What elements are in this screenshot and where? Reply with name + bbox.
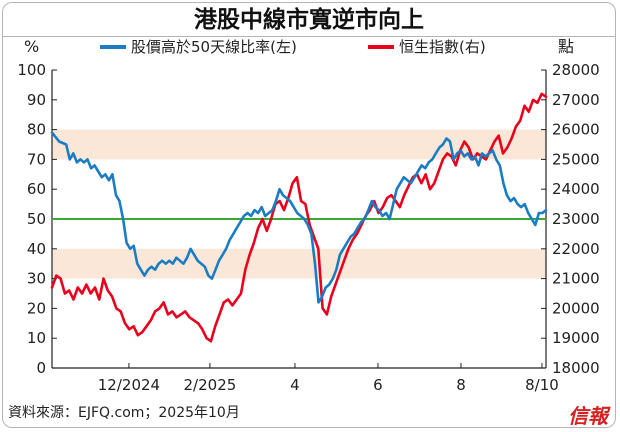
right-tick-label: 23000 <box>552 210 600 228</box>
chart-frame: 港股中線市寬逆市向上 <box>2 2 616 428</box>
x-tick-label: 8 <box>456 376 466 394</box>
left-tick-label: 0 <box>36 359 46 377</box>
brand-logo: 信報 <box>568 404 608 428</box>
right-tick-label: 27000 <box>552 91 600 109</box>
right-tick-label: 24000 <box>552 180 600 198</box>
x-tick-label: 4 <box>290 376 300 394</box>
right-tick-label: 28000 <box>552 61 600 79</box>
left-tick-label: 10 <box>27 329 46 347</box>
right-tick-label: 26000 <box>552 121 600 139</box>
left-tick-label: 40 <box>27 240 46 258</box>
right-tick-label: 20000 <box>552 299 600 317</box>
right-axis-unit: 點 <box>558 37 574 56</box>
left-tick-label: 50 <box>27 210 46 228</box>
left-tick-label: 70 <box>27 150 46 168</box>
series-breadth-line <box>50 131 548 304</box>
left-tick-label: 30 <box>27 270 46 288</box>
x-tick-label: 8/10 <box>525 376 559 394</box>
right-tick-label: 25000 <box>552 150 600 168</box>
x-tick-label: 6 <box>373 376 383 394</box>
shaded-band-1 <box>52 248 546 279</box>
legend-label-hsi: 恒生指數(右) <box>399 38 486 56</box>
right-tick-label: 22000 <box>552 240 600 258</box>
series-hsi-line <box>50 92 548 343</box>
right-tick-label: 19000 <box>552 329 600 347</box>
legend-label-breadth: 股價高於50天線比率(左) <box>131 38 297 56</box>
chart-title: 港股中線市寬逆市向上 <box>3 3 615 37</box>
x-tick-label: 2/2025 <box>184 376 237 394</box>
left-tick-label: 90 <box>27 91 46 109</box>
left-tick-label: 60 <box>27 180 46 198</box>
right-tick-label: 18000 <box>552 359 600 377</box>
left-axis-unit: % <box>24 37 39 56</box>
source-note: 資料來源：EJFQ.com；2025年10月 <box>8 405 240 421</box>
right-tick-label: 21000 <box>552 270 600 288</box>
left-tick-label: 20 <box>27 299 46 317</box>
left-tick-label: 80 <box>27 121 46 139</box>
left-tick-label: 100 <box>17 61 46 79</box>
x-tick-label: 12/2024 <box>98 376 160 394</box>
